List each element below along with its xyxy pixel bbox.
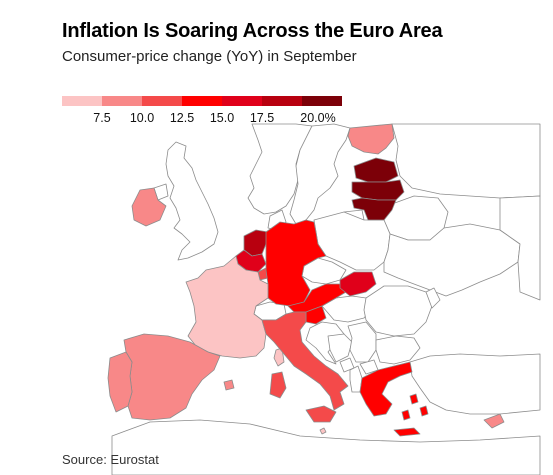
chart-title: Inflation Is Soaring Across the Euro Are…	[62, 20, 443, 42]
country-portugal	[107, 351, 133, 413]
country-united-kingdom	[165, 141, 219, 261]
legend-swatch-7	[302, 96, 342, 106]
north-africa	[111, 419, 541, 475]
country-bulgaria	[375, 335, 421, 365]
legend-tick-label: 12.5	[170, 111, 194, 125]
country-romania	[363, 285, 433, 337]
legend-tick-label: 20.0%	[300, 111, 335, 125]
country-russia-south	[499, 195, 541, 301]
non-euro-countries	[111, 123, 541, 475]
country-estonia	[353, 157, 399, 183]
legend-swatch-4	[182, 96, 222, 106]
country-greece-crete	[393, 427, 421, 437]
legend-swatch-6	[262, 96, 302, 106]
country-spain-balearic	[223, 379, 235, 391]
country-bosnia	[327, 333, 353, 363]
country-netherlands	[243, 229, 269, 257]
country-italy	[261, 311, 349, 411]
country-germany	[265, 219, 327, 307]
legend-swatch-5	[222, 96, 262, 106]
legend-tick-label: 15.0	[210, 111, 234, 125]
country-greece-islands	[401, 393, 429, 421]
country-slovakia	[339, 271, 377, 297]
country-croatia	[305, 321, 345, 365]
country-moldova	[425, 287, 441, 309]
source-note: Source: Eurostat	[62, 452, 159, 467]
legend-tick-label: 10.0	[130, 111, 154, 125]
euro-area-countries	[107, 123, 505, 437]
country-latvia	[351, 179, 405, 201]
country-france	[185, 255, 269, 359]
legend-swatch-2	[102, 96, 142, 106]
country-italy-sardinia	[269, 371, 287, 399]
country-ireland	[131, 187, 167, 227]
country-ukraine	[383, 223, 521, 297]
chart-subtitle: Consumer-price change (YoY) in September	[62, 48, 357, 65]
legend-tick-label: 17.5	[250, 111, 274, 125]
legend-swatch-1	[62, 96, 102, 106]
country-sweden	[289, 123, 351, 225]
country-serbia	[347, 321, 377, 363]
country-italy-sicily	[305, 405, 337, 423]
country-malta	[319, 427, 327, 435]
legend-swatch-3	[142, 96, 182, 106]
country-cyprus	[483, 413, 505, 429]
country-finland	[347, 123, 395, 155]
legend-tick-label: 7.5	[93, 111, 110, 125]
country-greece	[359, 361, 413, 417]
country-lithuania	[351, 197, 397, 221]
country-turkey	[409, 353, 541, 415]
color-legend: 7.5 10.0 12.5 15.0 17.5 20.0%	[62, 96, 342, 125]
country-russia	[391, 123, 541, 199]
